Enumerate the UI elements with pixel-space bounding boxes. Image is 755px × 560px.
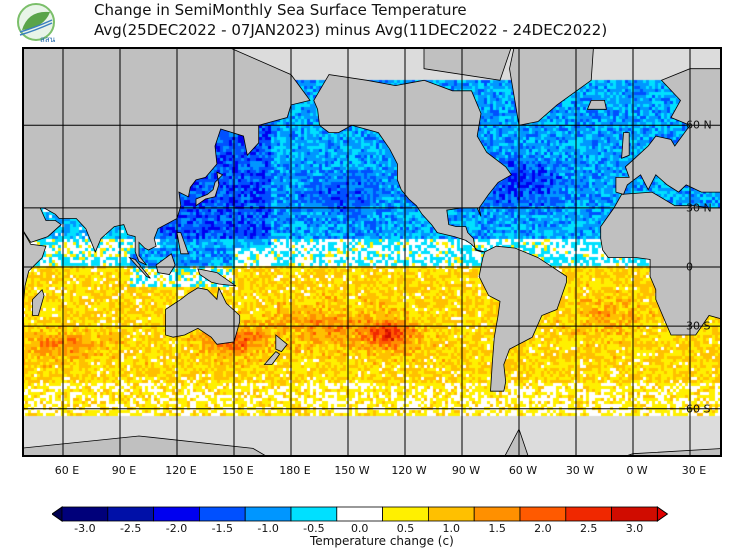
longitude-label: 90 W [451,464,481,477]
colorbar-swatch [473,506,521,522]
longitude-label: 0 W [626,464,648,477]
colorbar-tick-label: 1.0 [442,522,461,535]
chart-subtitle: Avg(25DEC2022 - 07JAN2023) minus Avg(11D… [94,21,608,39]
colorbar-tick-label: -1.0 [257,522,279,535]
colorbar-tick-label: 1.5 [488,522,506,535]
colorbar-swatch [611,506,658,522]
colorbar-swatch [61,506,109,522]
colorbar-swatch [565,506,612,522]
land-antarctica [22,428,722,457]
logo: สสน [17,3,56,44]
colorbar-tick-label: -0.5 [303,522,325,535]
land-canada-arctic [423,47,512,81]
colorbar [52,506,669,522]
land-greenland [509,47,594,126]
logo-text: สสน [40,35,56,44]
longitude-label: 30 E [681,464,707,477]
map-frame [22,47,722,457]
land-east-africa [22,228,47,310]
latitude-label: 0 [686,260,693,274]
land-iceland [586,100,607,110]
colorbar-tick-label: 0.5 [396,522,415,535]
colorbar-tick-label: 2.5 [579,522,598,535]
colorbar-tick-label: -1.5 [211,522,234,535]
colorbar-swatch [198,506,246,522]
land-north-america [313,74,512,253]
latitude-label: 60 N [686,118,712,132]
land-eurasia [22,47,311,266]
colorbar-swatch [336,506,383,522]
land-europe [615,68,722,195]
colorbar-tick-label: -2.0 [165,522,188,535]
land-africa [600,191,722,336]
colorbar-tick-label: 2.0 [534,522,552,535]
colorbar-under-arrow [52,506,63,522]
colorbar-title: Temperature change (c) [310,534,454,548]
land-new-guinea [197,268,237,287]
land-new-zealand-south [263,351,281,365]
longitude-label: 90 E [111,464,137,477]
chart-title: Change in SemiMonthly Sea Surface Temper… [94,1,467,19]
longitude-label: 60 W [508,464,538,477]
latitude-label: 60 S [686,402,711,416]
land-philippines [176,232,189,255]
colorbar-swatch [107,506,154,522]
colorbar-tick-label: 0.0 [350,522,369,535]
colorbar-tick-label: -3.0 [74,522,96,535]
colorbar-swatch [382,506,429,522]
longitude-label: 150 E [222,464,254,477]
land-borneo [155,253,176,275]
land-and-grid [22,47,722,457]
land-uk [621,132,630,159]
map-area [22,47,722,457]
longitude-label: 60 E [54,464,80,477]
colorbar-over-arrow [656,506,669,522]
land-japan [195,171,224,207]
land-sumatra [128,256,151,279]
colorbar-tick-label: -2.5 [119,522,142,535]
colorbar-swatch [290,506,338,522]
land-new-zealand-north [275,334,288,353]
colorbar-swatch [153,506,200,522]
colorbar-tick-label: 3.0 [625,522,644,535]
longitude-label: 120 W [391,464,427,477]
longitude-label: 180 E [279,464,311,477]
longitude-label: 120 E [165,464,197,477]
colorbar-swatch [244,506,292,522]
latitude-label: 30 N [686,201,712,215]
land-australia [165,286,241,345]
longitude-label: 150 W [334,464,370,477]
colorbar-swatch [519,506,567,522]
land-madagascar [32,288,45,316]
longitude-label: 30 W [565,464,595,477]
land-south-america [478,245,567,392]
colorbar-swatch [427,506,475,522]
latitude-label: 30 S [686,319,711,333]
